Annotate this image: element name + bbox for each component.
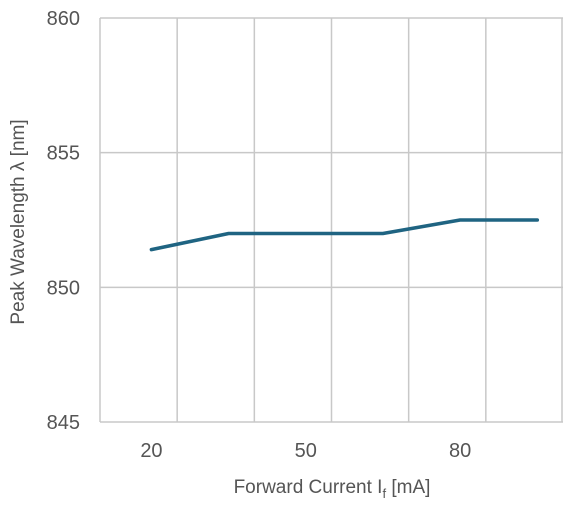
series-line bbox=[149, 218, 540, 252]
x-tick-label: 50 bbox=[295, 440, 317, 462]
y-tick-labels: 845 850 855 860 bbox=[47, 8, 80, 434]
x-axis-label: Forward Current If [mA] bbox=[234, 477, 431, 501]
x-tick-labels: 20 50 80 bbox=[140, 440, 471, 462]
x-tick-label: 80 bbox=[449, 440, 471, 462]
y-tick-label: 850 bbox=[47, 277, 80, 299]
x-axis-label-unit: [mA] bbox=[386, 477, 430, 498]
x-axis-label-subscript: f bbox=[382, 486, 386, 501]
y-tick-label: 855 bbox=[47, 143, 80, 165]
series-layer bbox=[149, 218, 540, 252]
y-axis-label: Peak Wavelength λ [nm] bbox=[8, 119, 29, 324]
y-tick-label: 860 bbox=[47, 8, 80, 30]
x-axis-label-main: Forward Current I bbox=[234, 477, 383, 498]
x-tick-label: 20 bbox=[140, 440, 162, 462]
y-tick-label: 845 bbox=[47, 412, 80, 434]
